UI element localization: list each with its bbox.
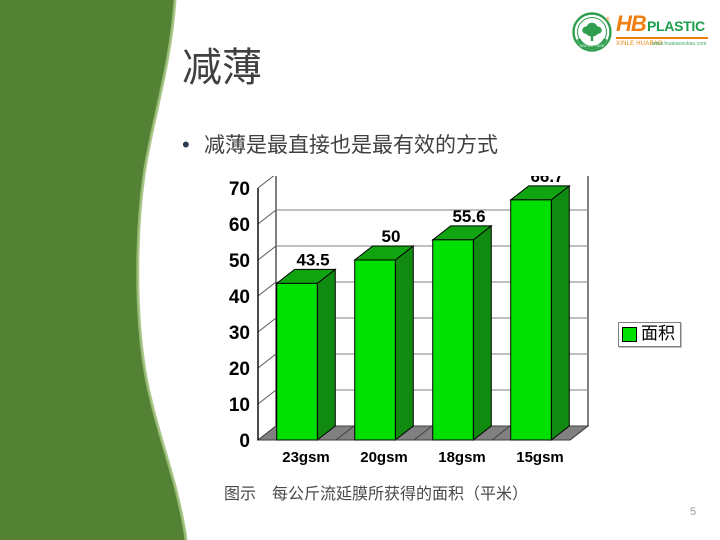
- chart-legend: 面积: [618, 322, 681, 347]
- svg-text:®: ®: [606, 16, 610, 23]
- bullet-marker-icon: •: [182, 132, 190, 157]
- logo-brand-text: HB: [616, 11, 647, 36]
- y-axis-tick-label: 40: [229, 287, 250, 308]
- bar-side-face: [550, 184, 570, 442]
- axis-connector: [257, 245, 277, 261]
- bar-front-face: [276, 282, 318, 441]
- axis-connector: [257, 317, 277, 333]
- category-divider: [569, 425, 589, 441]
- bar-data-label: 50: [382, 227, 401, 246]
- bullet-text: 减薄是最直接也是最有效的方式: [204, 133, 498, 157]
- category-divider: [335, 425, 355, 441]
- bar-group: 66.7 15gsm: [509, 176, 571, 466]
- page-title: 减薄: [182, 45, 262, 91]
- axis-connector: [257, 389, 277, 405]
- y-axis-tick-label: 70: [229, 179, 250, 200]
- y-axis-tick-label: 20: [229, 359, 250, 380]
- svg-text:GREEN TREE: GREEN TREE: [580, 44, 605, 48]
- bar-data-label: 55.6: [452, 207, 485, 226]
- x-axis-tick-label: 15gsm: [516, 449, 564, 466]
- logo-divider-rule: [616, 37, 708, 39]
- bar-group: 50 20gsm: [353, 227, 415, 466]
- y-axis-tick-label: 30: [229, 323, 250, 344]
- bar-front-face: [354, 259, 396, 441]
- logo-wordmark: HB PLASTIC XINLE HUABAO www.huabaosuliao…: [616, 13, 708, 53]
- axis-connector: [257, 209, 277, 225]
- x-axis-tick-label: 23gsm: [282, 449, 330, 466]
- bar-chart: 43.5 23gsm 50 20gsm 55.6 18gsm 66.7 15gsm 0 10 20 3…: [214, 176, 594, 476]
- bullet-list-item: • 减薄是最直接也是最有效的方式: [182, 130, 602, 160]
- x-axis-tick-label: 20gsm: [360, 449, 408, 466]
- y-axis-tick-label: 10: [229, 395, 250, 416]
- bar-data-label: 43.5: [296, 250, 329, 269]
- legend-swatch-area: [622, 327, 637, 342]
- axis-connector: [257, 353, 277, 369]
- category-divider: [491, 425, 511, 441]
- bar-data-label: 66.7: [530, 176, 563, 186]
- axis-connector: [257, 176, 275, 189]
- y-axis-tick-label: 60: [229, 215, 250, 236]
- y-axis-tick-label: 50: [229, 251, 250, 272]
- logo-product-text: PLASTIC: [647, 18, 705, 34]
- y-axis-tick-label: 0: [239, 431, 250, 452]
- page-number: 5: [690, 506, 697, 518]
- bar-side-face: [472, 224, 492, 442]
- bar-side-face: [394, 244, 414, 442]
- chart-caption: 图示 每公斤流延膜所获得的面积（平米）: [224, 484, 529, 503]
- logo-tagline-url: www.huabaosuliao.com: [652, 41, 707, 47]
- green-tree-roundel-icon: GREEN TREE ®: [572, 12, 612, 52]
- bar-side-face: [316, 268, 336, 442]
- logo-tagline-name: XINLE HUABAO: [616, 41, 663, 47]
- company-logo: GREEN TREE ® HB PLASTIC XINLE HUABAO www…: [572, 11, 708, 55]
- bar-group: 43.5 23gsm: [275, 250, 337, 466]
- bar-chart-canvas: 43.5 23gsm 50 20gsm 55.6 18gsm 66.7 15gsm 0 10 20 3…: [229, 176, 590, 466]
- category-divider: [413, 425, 433, 441]
- axis-connector: [257, 281, 277, 297]
- legend-label-area: 面积: [641, 324, 675, 344]
- bar-front-face: [510, 199, 552, 441]
- x-axis-tick-label: 18gsm: [438, 449, 486, 466]
- bar-group: 55.6 18gsm: [431, 207, 493, 466]
- bar-front-face: [432, 239, 474, 441]
